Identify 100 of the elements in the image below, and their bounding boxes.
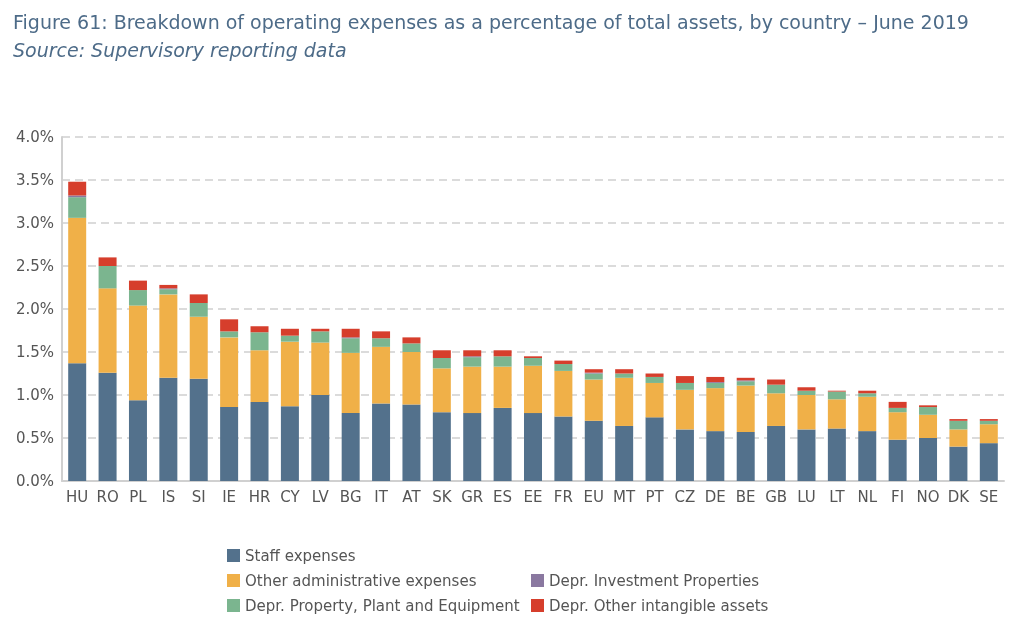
bar (858, 396, 877, 432)
bar (463, 350, 482, 357)
x-tick-label: ES (493, 487, 513, 506)
bar (827, 391, 846, 400)
x-tick-label: HR (248, 487, 271, 506)
x-tick-label: EE (523, 487, 543, 506)
bar (432, 412, 451, 481)
bar (189, 378, 208, 481)
bar (554, 416, 573, 481)
bar (250, 332, 269, 351)
x-tick-label: MT (613, 487, 637, 506)
bar (675, 376, 694, 383)
x-tick-label: NO (916, 487, 940, 506)
bar (311, 342, 330, 395)
bar (554, 364, 573, 371)
bar (554, 370, 573, 417)
bar (888, 407, 907, 413)
x-tick-label: DE (704, 487, 726, 506)
bar (584, 420, 603, 481)
chart-subtitle: Source: Supervisory reporting data (13, 38, 347, 61)
y-tick-label: 4.0% (15, 128, 54, 146)
bar (98, 257, 117, 266)
bar (250, 326, 269, 333)
x-tick-label: SE (979, 487, 999, 506)
bar (767, 393, 786, 426)
bar (584, 379, 603, 421)
x-tick-label: IS (161, 487, 176, 506)
bar (827, 428, 846, 481)
x-tick-label: FI (891, 487, 905, 506)
bar (372, 338, 391, 347)
bar (615, 373, 634, 378)
bar (220, 407, 239, 481)
bar (675, 389, 694, 430)
bar (675, 429, 694, 481)
x-tick-label: NL (857, 487, 878, 506)
bar (615, 369, 634, 374)
x-tick-label: DK (947, 487, 971, 506)
y-tick-label: 1.0% (15, 386, 54, 404)
bar (524, 365, 542, 414)
legend-label: Staff expenses (245, 546, 356, 565)
bar (919, 407, 938, 415)
legend-label: Depr. Other intangible assets (549, 596, 769, 615)
bar (645, 382, 664, 418)
x-tick-label: AT (402, 487, 422, 506)
bar (979, 424, 998, 444)
bar (341, 352, 360, 414)
bar (68, 181, 87, 196)
bar (767, 384, 786, 394)
bar (736, 431, 755, 481)
bar (615, 377, 634, 426)
bar (341, 328, 360, 338)
bar (706, 431, 725, 481)
y-tick-label: 0.5% (15, 429, 54, 447)
bar (128, 280, 147, 291)
bar (128, 305, 147, 401)
x-tick-label: LT (829, 487, 846, 506)
bar (341, 338, 360, 353)
bar (463, 413, 482, 481)
bar (220, 331, 239, 338)
bar (372, 403, 391, 481)
bar (797, 429, 816, 481)
bar (524, 413, 542, 481)
y-tick-label: 3.5% (15, 171, 54, 189)
bar (128, 290, 147, 306)
x-tick-label: FR (553, 487, 573, 506)
bar (463, 357, 482, 367)
bar (280, 335, 299, 342)
bar (493, 350, 512, 357)
x-tick-label: RO (96, 487, 119, 506)
y-tick-label: 2.0% (15, 300, 54, 318)
y-tick-label: 3.0% (15, 214, 54, 232)
bar (220, 337, 239, 408)
y-tick-label: 0.0% (15, 472, 54, 490)
bar (372, 346, 391, 404)
bar (220, 319, 239, 332)
x-tick-label: CZ (674, 487, 696, 506)
bar (736, 385, 755, 432)
x-tick-label: PT (645, 487, 665, 506)
bar (98, 288, 117, 373)
y-tick-label: 1.5% (15, 343, 54, 361)
x-tick-label: SK (432, 487, 453, 506)
bar (68, 197, 87, 218)
bar (402, 337, 421, 344)
bar (797, 390, 816, 395)
bar (189, 294, 208, 303)
bar (524, 358, 542, 366)
bar (159, 289, 178, 295)
bar (767, 425, 786, 481)
bar (706, 382, 725, 389)
bar (615, 425, 634, 481)
bar (888, 401, 907, 408)
bar (311, 331, 330, 343)
bar (797, 395, 816, 430)
bar (159, 294, 178, 378)
bar (888, 412, 907, 440)
bar (250, 401, 269, 481)
bar (493, 356, 512, 367)
bar (463, 366, 482, 414)
x-tick-label: GB (765, 487, 788, 506)
bar (98, 372, 117, 481)
